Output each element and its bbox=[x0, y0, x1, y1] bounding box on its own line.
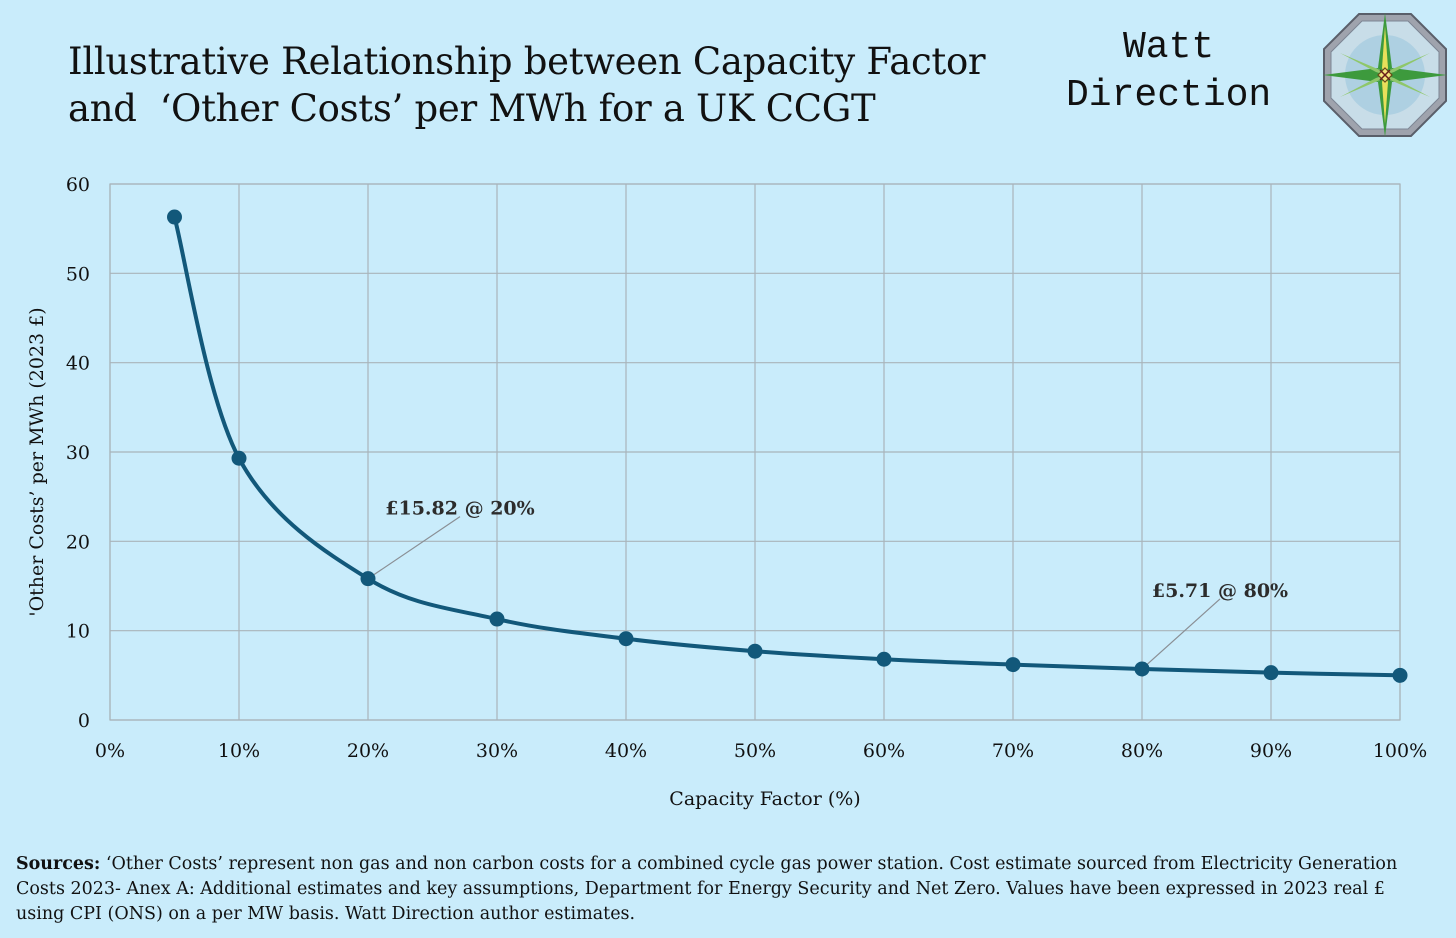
data-point bbox=[1005, 657, 1021, 673]
y-axis-title: 'Other Costs’ per MWh (2023 £) bbox=[26, 307, 48, 616]
data-points bbox=[167, 209, 1408, 683]
chart-title-line1: Illustrative Relationship between Capaci… bbox=[68, 40, 986, 83]
y-tick-label: 20 bbox=[66, 531, 90, 553]
annotation-leader-line bbox=[1141, 598, 1221, 670]
data-point bbox=[231, 450, 247, 466]
data-point bbox=[489, 611, 505, 627]
annotation-label: £15.82 @ 20% bbox=[385, 498, 534, 520]
data-point bbox=[1392, 667, 1408, 683]
chart-title: Illustrative Relationship between Capaci… bbox=[68, 38, 986, 132]
sources-text: ‘Other Costs’ represent non gas and non … bbox=[16, 854, 1398, 924]
axes: 0% 10% 20% 30% 40% 50% 60% 70% 80% 90% 100% 0 10 20 30… bbox=[26, 174, 1427, 810]
data-point bbox=[167, 209, 182, 225]
x-tick-label: 70% bbox=[992, 740, 1034, 762]
chart-title-line2: and ‘Other Costs’ per MWh for a UK CCGT bbox=[68, 87, 876, 130]
series-curve bbox=[172, 216, 1401, 678]
brand-wordmark: Watt Direction bbox=[1066, 24, 1271, 120]
data-point bbox=[360, 571, 376, 587]
x-tick-label: 60% bbox=[863, 740, 905, 762]
annotations: £15.82 @ 20% £5.71 @ 80% bbox=[367, 498, 1288, 670]
x-tick-label: 20% bbox=[347, 740, 389, 762]
data-point bbox=[618, 631, 634, 647]
x-tick-label: 40% bbox=[605, 740, 647, 762]
compass-logo-icon bbox=[1323, 13, 1447, 137]
annotation-leader-line bbox=[367, 516, 461, 580]
x-tick-label: 10% bbox=[218, 740, 260, 762]
x-axis-title: Capacity Factor (%) bbox=[669, 788, 860, 810]
sources-label: Sources: bbox=[16, 854, 101, 874]
grid-lines bbox=[109, 183, 1401, 721]
data-point bbox=[1263, 665, 1279, 681]
y-tick-label: 60 bbox=[66, 174, 90, 196]
annotation-label: £5.71 @ 80% bbox=[1152, 580, 1288, 602]
data-point bbox=[1134, 661, 1150, 677]
y-tick-label: 0 bbox=[78, 710, 90, 732]
y-tick-label: 10 bbox=[66, 621, 90, 643]
x-tick-label: 0% bbox=[95, 740, 125, 762]
sources-note: Sources: ‘Other Costs’ represent non gas… bbox=[16, 852, 1426, 927]
y-tick-label: 30 bbox=[66, 442, 90, 464]
x-tick-label: 80% bbox=[1121, 740, 1163, 762]
x-tick-label: 30% bbox=[476, 740, 518, 762]
y-tick-label: 40 bbox=[66, 353, 90, 375]
brand-line1: Watt bbox=[1123, 26, 1215, 69]
data-point bbox=[747, 643, 763, 659]
line-chart: 0% 10% 20% 30% 40% 50% 60% 70% 80% 90% 100% 0 10 20 30… bbox=[26, 174, 1427, 810]
x-tick-label: 50% bbox=[734, 740, 776, 762]
data-point bbox=[876, 651, 892, 667]
brand-line2: Direction bbox=[1066, 74, 1272, 117]
x-tick-label: 100% bbox=[1373, 740, 1427, 762]
x-tick-label: 90% bbox=[1250, 740, 1292, 762]
series-line bbox=[172, 216, 1401, 678]
y-tick-label: 50 bbox=[66, 263, 90, 285]
